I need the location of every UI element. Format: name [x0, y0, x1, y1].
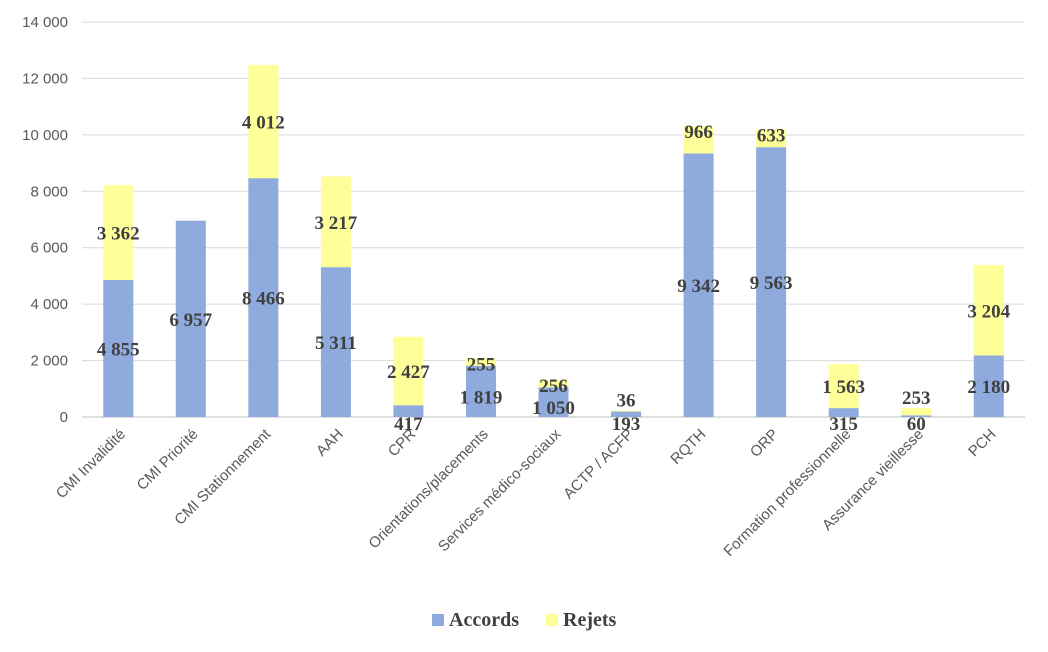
data-label-accords: 4 855 — [97, 340, 140, 361]
bar-rejets — [683, 126, 714, 154]
legend-label: Rejets — [563, 609, 617, 631]
x-tick-label: AAH — [313, 426, 347, 460]
y-tick-label: 10 000 — [22, 127, 68, 144]
bar-rejets — [538, 380, 569, 388]
bar-accords — [756, 147, 787, 418]
bar-accords — [901, 415, 932, 417]
bar-rejets — [248, 64, 279, 179]
legend-swatch — [546, 614, 558, 626]
y-axis: 0 2 000 4 000 6 000 8 000 10 000 12 000 14 000 — [22, 14, 68, 426]
data-label-rejets: 966 — [684, 122, 713, 143]
bar-rejets — [320, 176, 351, 268]
gridlines — [82, 21, 1025, 418]
data-label-rejets: 633 — [757, 125, 786, 146]
data-label-rejets: 36 — [617, 391, 636, 412]
data-label-accords: 1 050 — [532, 398, 575, 419]
bar-accords — [320, 267, 351, 417]
x-tick-label: ORP — [747, 426, 782, 461]
data-label-accords: 193 — [612, 414, 641, 435]
bar-accords — [393, 405, 424, 417]
bar-accords — [973, 355, 1004, 417]
x-tick-label: ACTP / ACFP — [560, 426, 637, 503]
data-label-accords: 9 563 — [750, 273, 793, 294]
bar-accords — [103, 280, 134, 417]
bar-accords — [828, 408, 859, 417]
data-label-rejets: 2 427 — [387, 362, 430, 383]
bar-rejets — [756, 129, 787, 148]
y-tick-label: 12 000 — [22, 70, 68, 87]
y-tick-label: 8 000 — [30, 183, 68, 200]
data-label-accords: 8 466 — [242, 289, 285, 310]
data-label-rejets: 3 362 — [97, 224, 140, 245]
bar-rejets — [828, 364, 859, 409]
x-tick-label: RQTH — [667, 426, 709, 468]
y-tick-label: 0 — [60, 409, 68, 426]
bar-rejets — [611, 410, 642, 412]
x-tick-label: Orientations/placements — [365, 426, 491, 552]
data-label-accords: 60 — [907, 414, 926, 435]
legend-label: Accords — [449, 609, 519, 631]
data-label-rejets: 3 204 — [967, 301, 1010, 322]
y-tick-label: 14 000 — [22, 14, 68, 31]
y-tick-label: 2 000 — [30, 353, 68, 370]
y-tick-label: 4 000 — [30, 296, 68, 313]
bar-accords — [611, 411, 642, 417]
data-label-accords: 315 — [829, 414, 858, 435]
x-tick-label: CMI Invalidité — [53, 426, 129, 502]
data-labels: 4 855 3 362 6 957 8 466 4 012 5 311 3 217 417 2 … — [97, 113, 1011, 435]
data-label-accords: 6 957 — [169, 310, 212, 331]
bar-rejets — [465, 358, 496, 366]
x-tick-label: Services médico-sociaux — [435, 425, 565, 555]
data-label-accords: 417 — [394, 414, 423, 435]
legend: Accords Rejets — [432, 609, 617, 631]
bar-accords — [683, 153, 714, 417]
data-label-rejets: 255 — [467, 354, 496, 375]
legend-swatch — [432, 614, 444, 626]
data-label-rejets: 253 — [902, 388, 931, 409]
bar-accords — [538, 387, 569, 417]
x-tick-label: CMI Priorité — [134, 426, 202, 494]
bar-accords — [248, 178, 279, 417]
bar-accords — [175, 220, 206, 417]
bar-rejets — [393, 336, 424, 406]
bar-rejets — [103, 185, 134, 281]
bar-rejets — [901, 408, 932, 416]
data-label-rejets: 3 217 — [315, 213, 358, 234]
data-label-rejets: 256 — [539, 376, 568, 397]
data-label-rejets: 1 563 — [822, 377, 865, 398]
bars — [103, 64, 1004, 418]
data-label-rejets: 4 012 — [242, 113, 285, 134]
data-label-accords: 2 180 — [967, 377, 1010, 398]
data-label-accords: 5 311 — [315, 333, 357, 354]
x-tick-label: Formation professionnelle — [720, 426, 854, 560]
bar-accords — [465, 365, 496, 417]
bar-rejets — [973, 265, 1004, 356]
data-label-accords: 1 819 — [460, 387, 503, 408]
data-label-accords: 9 342 — [677, 276, 720, 297]
x-tick-label: PCH — [965, 426, 999, 460]
y-tick-label: 6 000 — [30, 240, 68, 257]
